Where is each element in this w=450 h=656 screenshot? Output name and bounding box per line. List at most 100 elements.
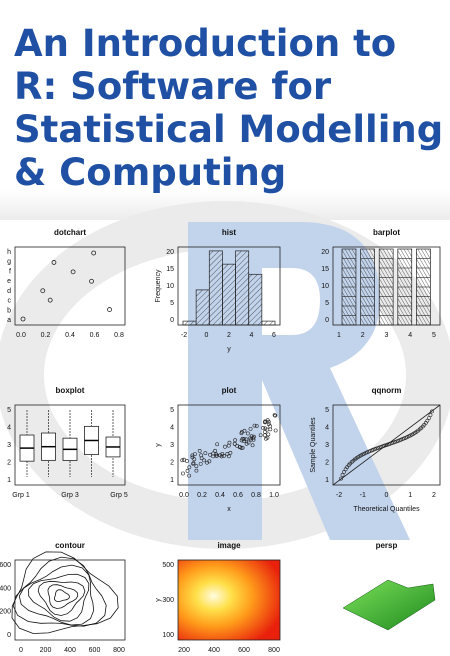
cover-title: & Computing xyxy=(14,151,286,194)
point xyxy=(203,451,208,456)
hist-bar xyxy=(261,320,276,326)
point xyxy=(232,441,237,446)
x-tick-label: 400 xyxy=(208,647,220,654)
plot-panel: persp xyxy=(342,541,436,631)
point xyxy=(254,424,259,428)
y-tick-label: 3 xyxy=(325,442,329,449)
point xyxy=(430,409,434,414)
panel-title: dotchart xyxy=(54,228,86,237)
x-tick-label: 600 xyxy=(89,647,101,654)
plot-frame xyxy=(332,404,441,486)
y-tick-label: 1 xyxy=(325,477,329,484)
x-tick-label: 0.2 xyxy=(41,332,51,339)
plot-panel: qqnorm -2 -1 0 1 2 1 2 3 4 5 Theoretical Quantiles S… xyxy=(310,386,441,513)
y-tick-label: 5 xyxy=(325,300,329,307)
x-tick-label: 0.4 xyxy=(215,492,225,499)
y-axis-label: Sample Quantiles xyxy=(310,417,317,473)
contour-line xyxy=(47,584,79,609)
x-tick-label: Grp 5 xyxy=(110,492,128,499)
panel-title: plot xyxy=(222,386,237,395)
plot-frame xyxy=(14,246,126,326)
point xyxy=(215,442,220,447)
panel-title: boxplot xyxy=(56,386,85,395)
y-tick-label: 2 xyxy=(170,460,174,467)
x-tick-label: 0 xyxy=(385,492,389,499)
x-tick-label: 0 xyxy=(19,647,23,654)
dot xyxy=(40,288,46,294)
point xyxy=(428,413,433,417)
y-tick-label: 200 xyxy=(0,609,11,616)
x-tick-label: 4 xyxy=(250,332,254,339)
y-tick-label: d xyxy=(7,288,11,295)
plot-frame xyxy=(177,404,281,486)
plot-panel: hist -2 0 2 4 6 0 5 10 15 20 y Frequency xyxy=(155,228,281,353)
point xyxy=(213,448,217,453)
y-tick-label: 20 xyxy=(166,249,174,256)
x-axis-label: x xyxy=(227,506,231,513)
y-tick-label: a xyxy=(7,317,11,324)
plot-panel: plot 0.0 0.2 0.4 0.6 0.8 1.0 1 2 3 4 5 x y xyxy=(155,386,281,513)
y-tick-label: 3 xyxy=(7,442,11,449)
x-tick-label: 4 xyxy=(408,332,412,339)
dot xyxy=(89,278,94,284)
point xyxy=(233,438,238,443)
x-tick-label: Grp 1 xyxy=(12,492,30,499)
dot xyxy=(107,307,112,312)
y-tick-label: 5 xyxy=(325,407,329,414)
y-tick-label: 1 xyxy=(170,477,174,484)
point xyxy=(263,429,267,434)
x-tick-label: 1.0 xyxy=(269,492,279,499)
hist-bar xyxy=(222,263,236,326)
hist-bar xyxy=(182,320,197,326)
x-tick-label: -2 xyxy=(336,492,342,499)
point xyxy=(202,458,206,463)
plot-frame xyxy=(177,559,281,641)
y-tick-label: 10 xyxy=(166,283,174,290)
y-tick-label: c xyxy=(8,298,12,305)
point xyxy=(244,437,249,442)
point xyxy=(185,459,189,463)
y-tick-label: 4 xyxy=(7,425,11,432)
point xyxy=(263,433,267,438)
y-tick-label: g xyxy=(7,259,11,266)
point xyxy=(250,443,255,448)
y-tick-label: 4 xyxy=(325,425,329,432)
hist-bar xyxy=(208,250,223,326)
point xyxy=(190,453,195,458)
point xyxy=(252,423,257,428)
point xyxy=(251,436,256,441)
x-tick-label: 0.6 xyxy=(90,332,100,339)
x-tick-label: 6 xyxy=(272,332,276,339)
plot-panel: image 200 400 600 800 100 300 500 y xyxy=(155,541,281,654)
plot-panel: barplot 1 2 3 4 5 0 5 10 15 20 xyxy=(321,228,441,339)
point xyxy=(340,473,345,477)
x-tick-label: 0 xyxy=(205,332,209,339)
plot-frame xyxy=(14,404,126,486)
x-tick-label: 0.4 xyxy=(65,332,75,339)
point xyxy=(223,444,227,449)
point xyxy=(258,433,263,438)
panel-title: qqnorm xyxy=(372,386,402,395)
panel-title: persp xyxy=(376,541,398,550)
x-tick-label: 2 xyxy=(432,492,436,499)
x-tick-label: 0.8 xyxy=(114,332,124,339)
dot xyxy=(70,269,76,275)
x-tick-label: 1 xyxy=(408,492,412,499)
point xyxy=(427,416,431,421)
x-axis-label: y xyxy=(227,346,231,353)
point xyxy=(239,431,244,436)
x-tick-label: -2 xyxy=(181,332,187,339)
x-tick-label: 0.0 xyxy=(16,332,26,339)
x-tick-label: 0.2 xyxy=(197,492,207,499)
heatmap xyxy=(178,560,280,640)
x-tick-label: 800 xyxy=(113,647,125,654)
point xyxy=(240,445,245,450)
contour-line xyxy=(53,589,70,602)
point xyxy=(226,443,231,448)
y-tick-label: 0 xyxy=(7,632,11,639)
y-tick-label: 600 xyxy=(0,562,11,569)
x-tick-label: 2 xyxy=(227,332,231,339)
x-tick-label: 400 xyxy=(64,647,76,654)
